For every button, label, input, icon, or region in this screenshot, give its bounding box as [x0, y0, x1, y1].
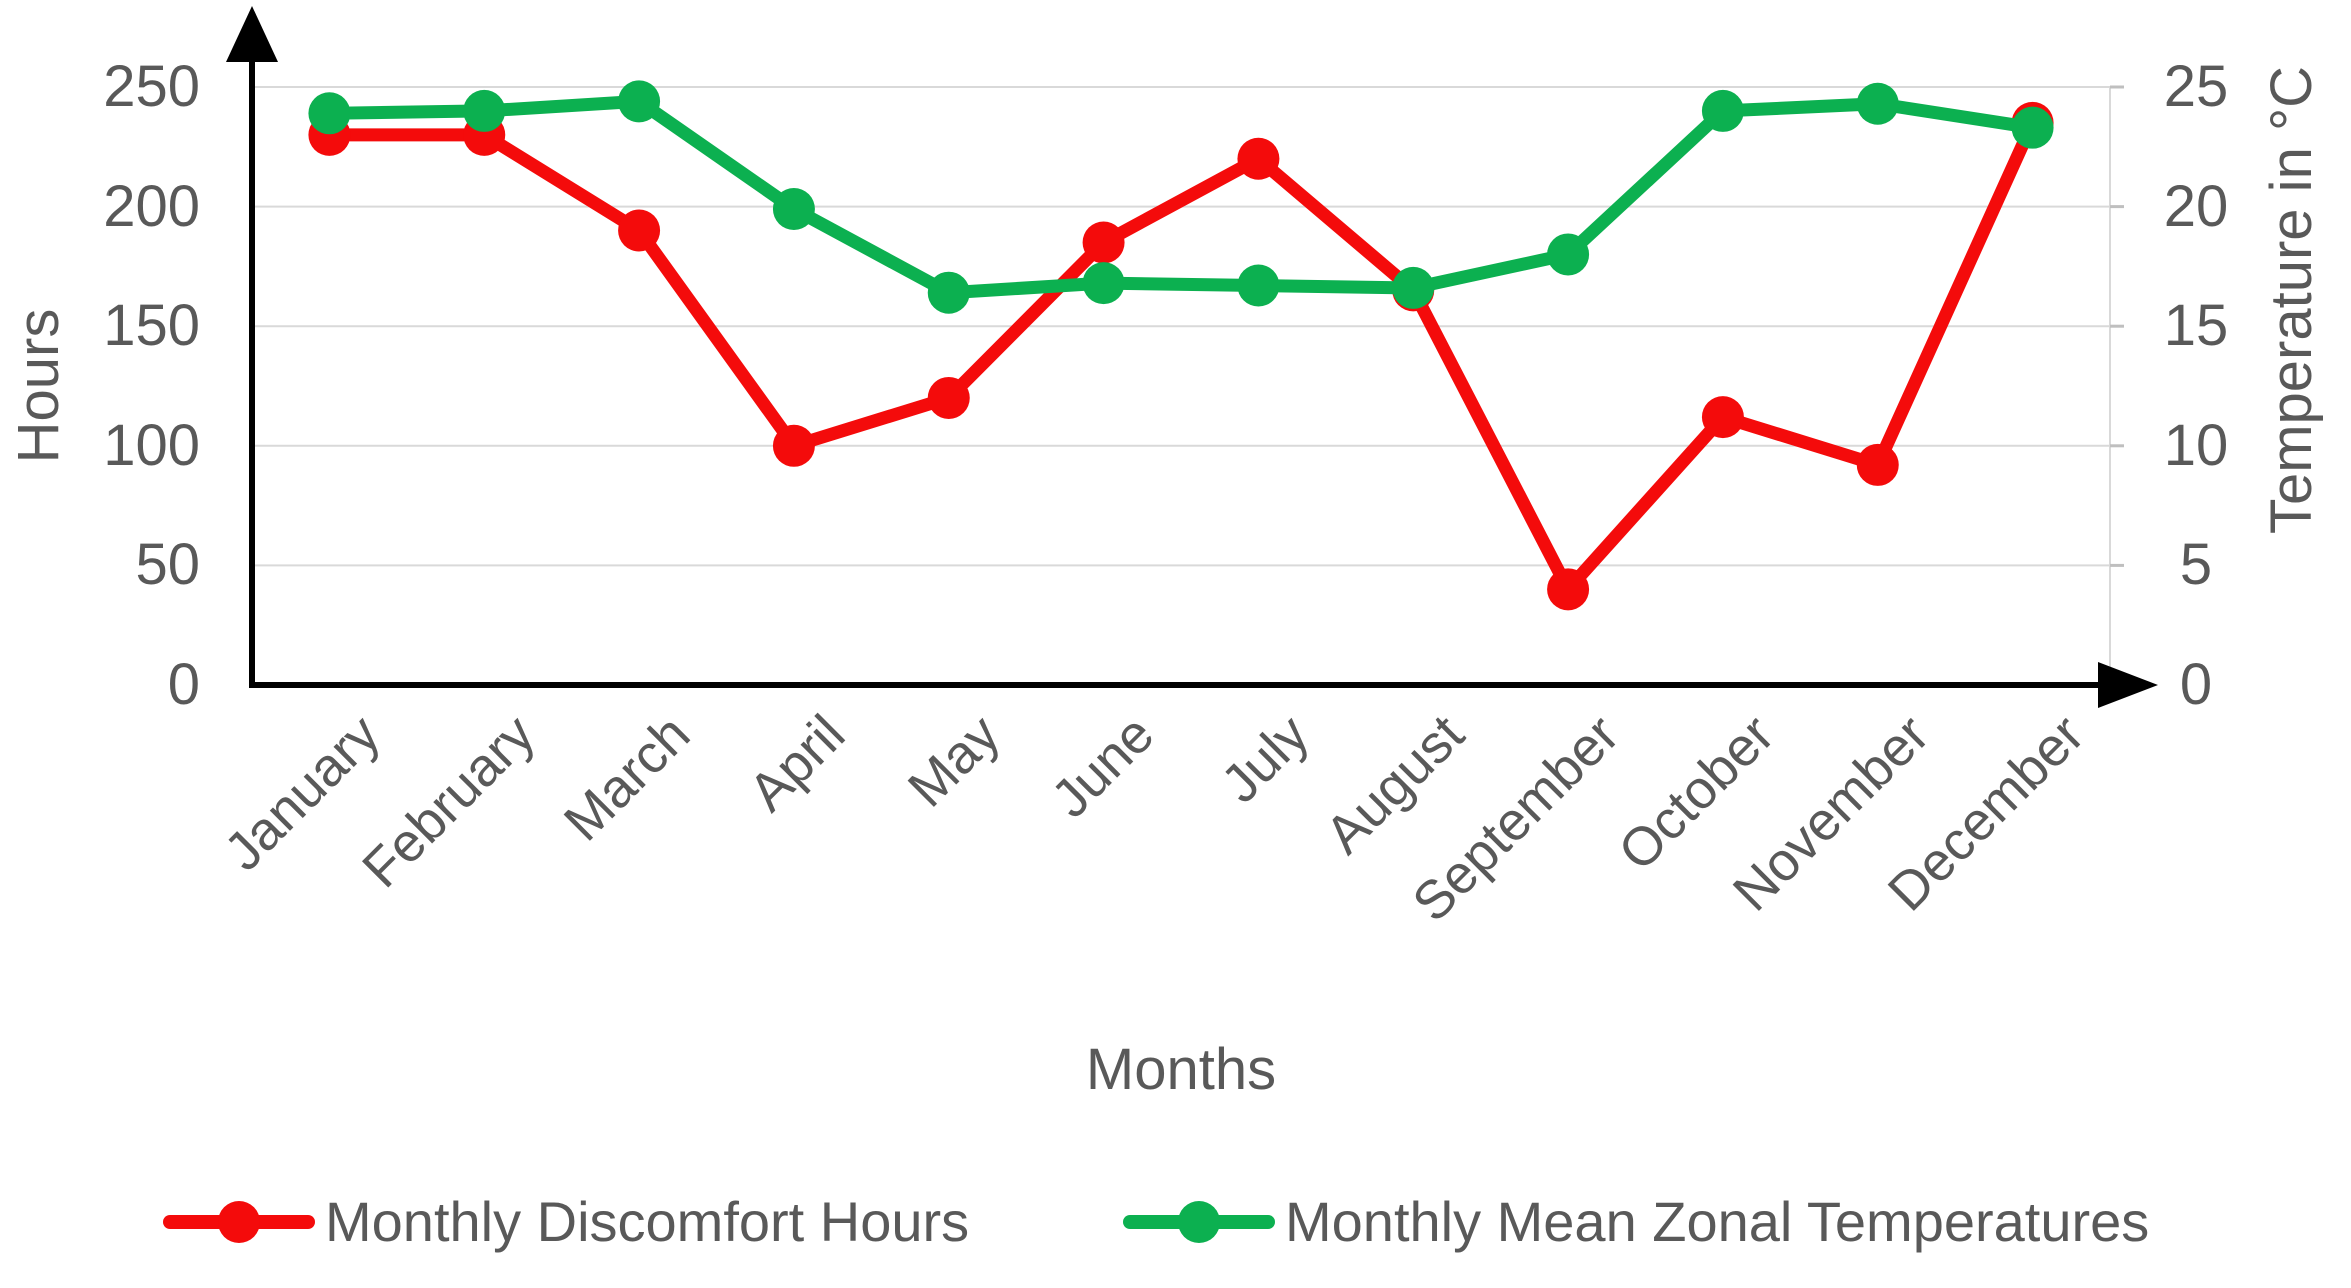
y-right-tick-5: 5: [2179, 532, 2213, 598]
data-point: [772, 187, 815, 230]
data-point: [927, 376, 970, 419]
y-right-tick-25: 25: [2163, 54, 2229, 119]
data-point: [1701, 89, 1744, 132]
data-point: [618, 80, 661, 123]
data-point: [1856, 82, 1899, 125]
data-point: [927, 271, 970, 314]
green-line-marker-icon: [1123, 1192, 1275, 1252]
data-point: [772, 424, 815, 467]
y-left-tick-50: 50: [135, 532, 200, 598]
data-point: [1701, 396, 1744, 439]
y-right-axis-title: Temperature in °C: [2259, 65, 2324, 535]
y-right-tick-0: 0: [2179, 652, 2213, 717]
y-left-tick-0: 0: [167, 652, 200, 717]
y-left-tick-100: 100: [103, 412, 200, 478]
green-dot-icon: [1178, 1201, 1220, 1243]
y-left-tick-200: 200: [103, 173, 200, 239]
series-monthly-mean-zonal-temperatures: [308, 80, 2054, 314]
data-point: [463, 89, 506, 132]
data-point: [618, 209, 661, 252]
data-point: [1547, 233, 1590, 276]
y-left-tick-250: 250: [103, 54, 200, 119]
y-right-tick-10: 10: [2163, 412, 2229, 478]
data-point: [1547, 568, 1590, 611]
y-right-tick-15: 15: [2163, 293, 2229, 359]
red-dot-icon: [218, 1201, 260, 1243]
data-point: [1082, 262, 1125, 305]
data-point: [1856, 443, 1899, 486]
data-point: [308, 92, 351, 135]
data-point: [1237, 264, 1280, 307]
right-axis-border: [2109, 85, 2124, 685]
y-right-tick-20: 20: [2163, 173, 2229, 239]
x-axis-arrow-icon: [2098, 662, 2158, 708]
x-axis-title: Months: [1085, 1037, 1277, 1102]
series-monthly-discomfort-hours: [308, 101, 2054, 611]
red-line-marker-icon: [163, 1192, 315, 1252]
axes: [226, 6, 2158, 708]
legend-label-zonal-temperatures: Monthly Mean Zonal Temperatures: [1285, 1190, 2150, 1253]
data-point: [1082, 221, 1125, 264]
y-left-axis-title: Hours: [6, 308, 71, 464]
data-point: [1237, 137, 1280, 180]
legend-item-discomfort-hours: Monthly Discomfort Hours: [163, 1192, 969, 1252]
legend-item-zonal-temperatures: Monthly Mean Zonal Temperatures: [1123, 1192, 2149, 1252]
y-axis-arrow-icon: [226, 6, 278, 62]
legend-label-discomfort-hours: Monthly Discomfort Hours: [325, 1190, 970, 1253]
data-point: [2011, 106, 2054, 149]
y-left-tick-150: 150: [103, 293, 200, 359]
data-point: [1392, 266, 1435, 309]
